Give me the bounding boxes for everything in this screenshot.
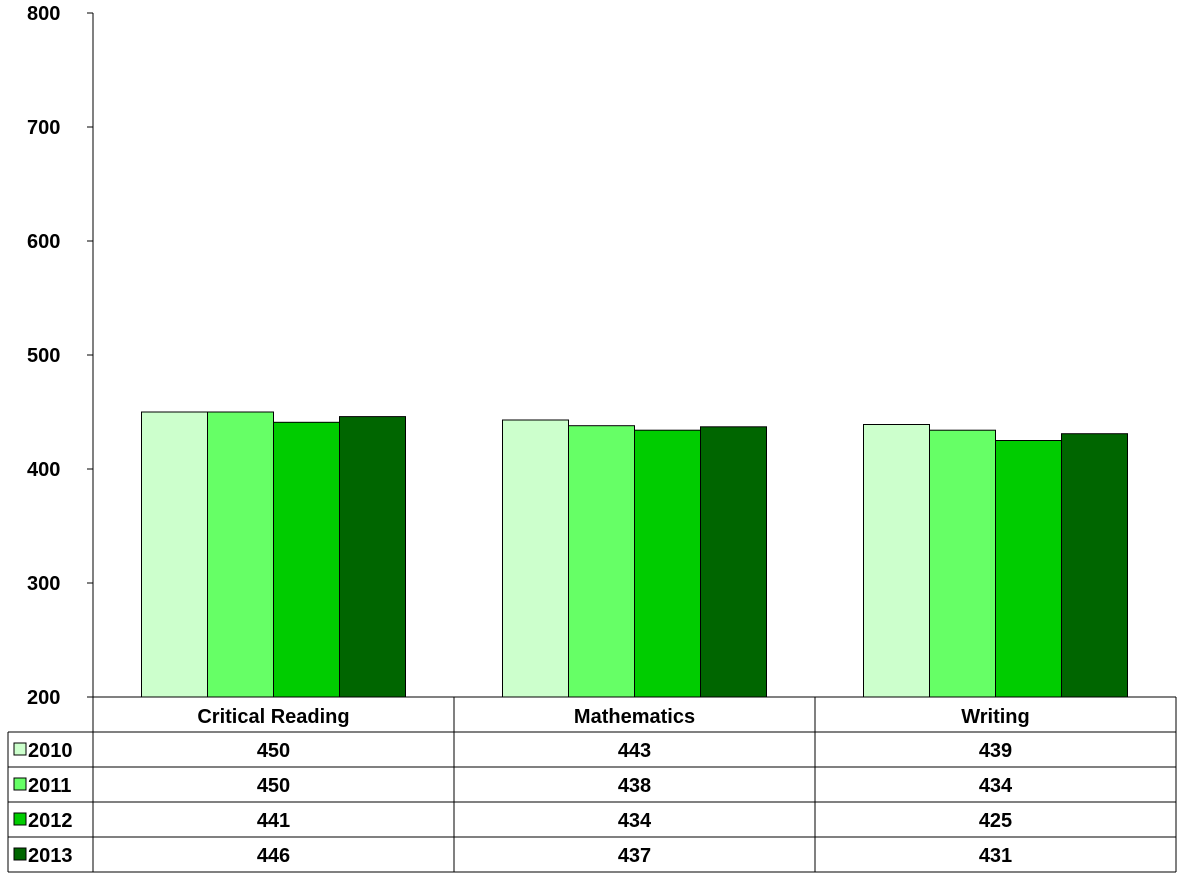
y-tick-label-800: 800 xyxy=(27,3,60,25)
legend-label-2012: 2012 xyxy=(28,810,73,832)
legend-label-2013: 2013 xyxy=(28,845,73,867)
bar-mathematics-2013 xyxy=(700,426,767,698)
y-axis: 200 300 400 500 600 700 800 xyxy=(27,3,94,709)
legend-key-2010 xyxy=(13,742,27,756)
y-tick-label-600: 600 xyxy=(27,231,60,253)
legend-key-2011 xyxy=(13,777,27,791)
bar-writing-2013 xyxy=(1061,433,1128,698)
data-label-critical-reading-2013: 446 xyxy=(257,845,290,867)
bar-writing-2010 xyxy=(863,424,930,698)
y-tick-label-700: 700 xyxy=(27,117,60,139)
data-label-writing-2011: 434 xyxy=(979,775,1013,797)
legend-label-2010: 2010 xyxy=(28,740,73,762)
data-label-critical-reading-2012: 441 xyxy=(257,810,290,832)
data-label-writing-2013: 431 xyxy=(979,845,1012,867)
legend-key-2012 xyxy=(13,812,27,826)
category-label-writing: Writing xyxy=(961,706,1030,728)
bar-writing-2012 xyxy=(995,440,1062,698)
data-table: Critical Reading Mathematics Writing 2010 45… xyxy=(7,696,1177,873)
data-label-mathematics-2012: 434 xyxy=(618,810,652,832)
bar-writing-2011 xyxy=(929,429,996,698)
legend-label-2011: 2011 xyxy=(28,775,71,797)
data-label-writing-2010: 439 xyxy=(979,740,1012,762)
y-tick-label-400: 400 xyxy=(27,459,60,481)
data-label-mathematics-2011: 438 xyxy=(618,775,651,797)
bar-critical-reading-2011 xyxy=(207,411,274,698)
legend-key-2013 xyxy=(13,847,27,861)
bar-mathematics-2012 xyxy=(634,429,701,698)
bar-critical-reading-2013 xyxy=(339,416,406,698)
category-label-critical-reading: Critical Reading xyxy=(197,706,349,728)
y-tick-label-200: 200 xyxy=(27,687,60,709)
data-label-mathematics-2013: 437 xyxy=(618,845,651,867)
data-label-mathematics-2010: 443 xyxy=(618,740,651,762)
data-label-critical-reading-2010: 450 xyxy=(257,740,290,762)
bar-critical-reading-2012 xyxy=(273,421,340,698)
bar-mathematics-2010 xyxy=(502,419,569,698)
bar-critical-reading-2010 xyxy=(141,411,208,698)
y-tick-label-500: 500 xyxy=(27,345,60,367)
data-label-writing-2012: 425 xyxy=(979,810,1012,832)
bars-group xyxy=(141,411,1128,698)
category-label-mathematics: Mathematics xyxy=(574,706,695,728)
data-label-critical-reading-2011: 450 xyxy=(257,775,290,797)
bar-mathematics-2011 xyxy=(568,425,635,698)
y-tick-label-300: 300 xyxy=(27,573,60,595)
